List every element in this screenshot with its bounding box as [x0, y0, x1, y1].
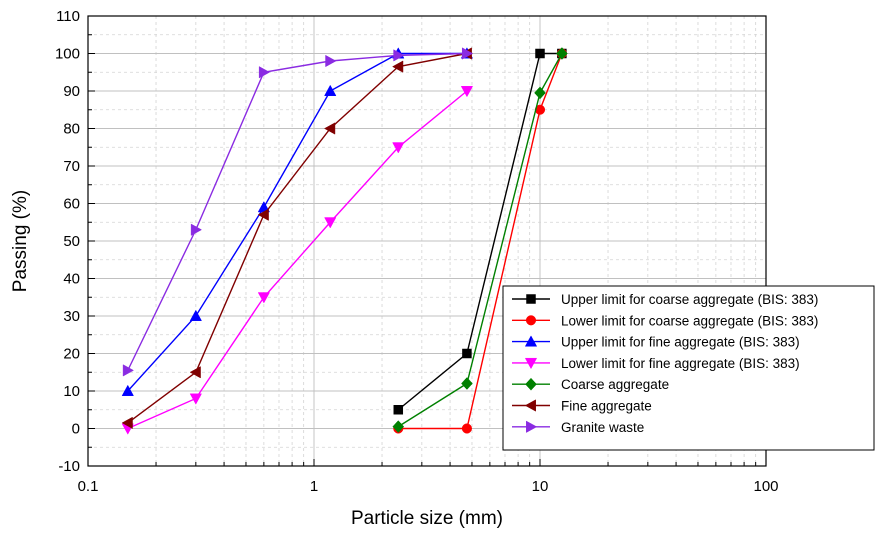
data-point	[461, 47, 474, 60]
y-tick-label: 90	[63, 83, 80, 100]
data-point	[324, 122, 336, 135]
data-point	[460, 86, 474, 98]
legend-marker	[526, 294, 536, 304]
data-point	[461, 377, 473, 390]
series-line	[127, 52, 467, 371]
data-point	[556, 47, 568, 60]
x-axis-title: Particle size (mm)	[351, 508, 503, 529]
y-tick-label: 0	[72, 421, 80, 438]
legend-label: Granite waste	[561, 420, 644, 435]
data-point	[393, 405, 404, 415]
data-point	[189, 309, 202, 321]
x-tick-label: 100	[753, 478, 778, 495]
data-point	[392, 420, 405, 433]
y-axis-title: Passing (%)	[10, 190, 31, 292]
legend-label: Fine aggregate	[561, 399, 652, 414]
y-tick-label: 10	[63, 383, 80, 400]
data-point	[189, 366, 201, 379]
x-tick-label: 0.1	[78, 478, 99, 495]
legend-marker	[525, 315, 537, 326]
series-line	[397, 53, 563, 428]
series-line	[398, 53, 563, 430]
x-tick-label: 10	[532, 478, 549, 495]
y-tick-label: 110	[56, 8, 80, 25]
data-point	[393, 49, 405, 62]
y-tick-label: 40	[63, 271, 80, 288]
data-point	[258, 66, 271, 79]
legend-marker	[524, 335, 538, 347]
legend-label: Lower limit for fine aggregate (BIS: 383…	[561, 356, 800, 371]
legend-label: Upper limit for coarse aggregate (BIS: 3…	[561, 292, 818, 307]
series-line	[127, 52, 468, 424]
y-tick-label: 100	[55, 46, 80, 63]
legend-item: Coarse aggregate	[512, 377, 669, 392]
data-point	[325, 54, 337, 68]
legend-label: Lower limit for coarse aggregate (BIS: 3…	[561, 313, 818, 328]
data-point	[534, 86, 546, 100]
data-point	[121, 416, 133, 429]
data-point	[121, 384, 134, 396]
legend-item: Granite waste	[512, 420, 644, 435]
legend-item: Lower limit for coarse aggregate (BIS: 3…	[512, 313, 818, 328]
data-point	[190, 223, 203, 236]
y-tick-label: -10	[58, 458, 80, 475]
legend-marker	[524, 399, 536, 412]
legend-box	[502, 285, 875, 451]
data-point	[462, 348, 472, 359]
legend-label: Upper limit for fine aggregate (BIS: 383…	[561, 335, 800, 350]
legend: Upper limit for coarse aggregate (BIS: 3…	[502, 285, 875, 451]
series-line	[127, 90, 468, 430]
y-tick-label: 70	[63, 158, 80, 175]
legend-item: Lower limit for fine aggregate (BIS: 383…	[512, 356, 800, 371]
series-line	[397, 52, 562, 411]
data-point	[392, 142, 405, 154]
y-tick-label: 60	[63, 196, 80, 213]
series-line	[127, 52, 467, 392]
legend-item: Fine aggregate	[512, 399, 652, 414]
data-point	[461, 423, 472, 434]
data-point	[324, 217, 337, 229]
series-7	[122, 47, 474, 377]
legend-marker	[526, 420, 538, 433]
data-point	[392, 60, 404, 73]
legend-item: Upper limit for coarse aggregate (BIS: 3…	[512, 292, 818, 307]
data-point	[122, 364, 135, 377]
data-point	[324, 84, 337, 96]
ticks	[87, 15, 757, 467]
y-tick-label: 80	[63, 121, 80, 138]
data-point	[189, 393, 202, 405]
y-tick-label: 20	[63, 346, 80, 363]
y-tick-label: 50	[63, 233, 80, 250]
data-point	[535, 48, 545, 59]
legend-item: Upper limit for fine aggregate (BIS: 383…	[512, 335, 800, 350]
data-point	[257, 292, 270, 304]
legend-marker	[524, 357, 538, 370]
data-point	[257, 208, 269, 221]
series-layer	[121, 47, 568, 435]
series-5	[392, 47, 568, 433]
x-tick-label: 1	[310, 478, 318, 495]
legend-label: Coarse aggregate	[561, 377, 669, 392]
legend-marker	[525, 377, 537, 391]
y-tick-label: 30	[63, 308, 80, 325]
